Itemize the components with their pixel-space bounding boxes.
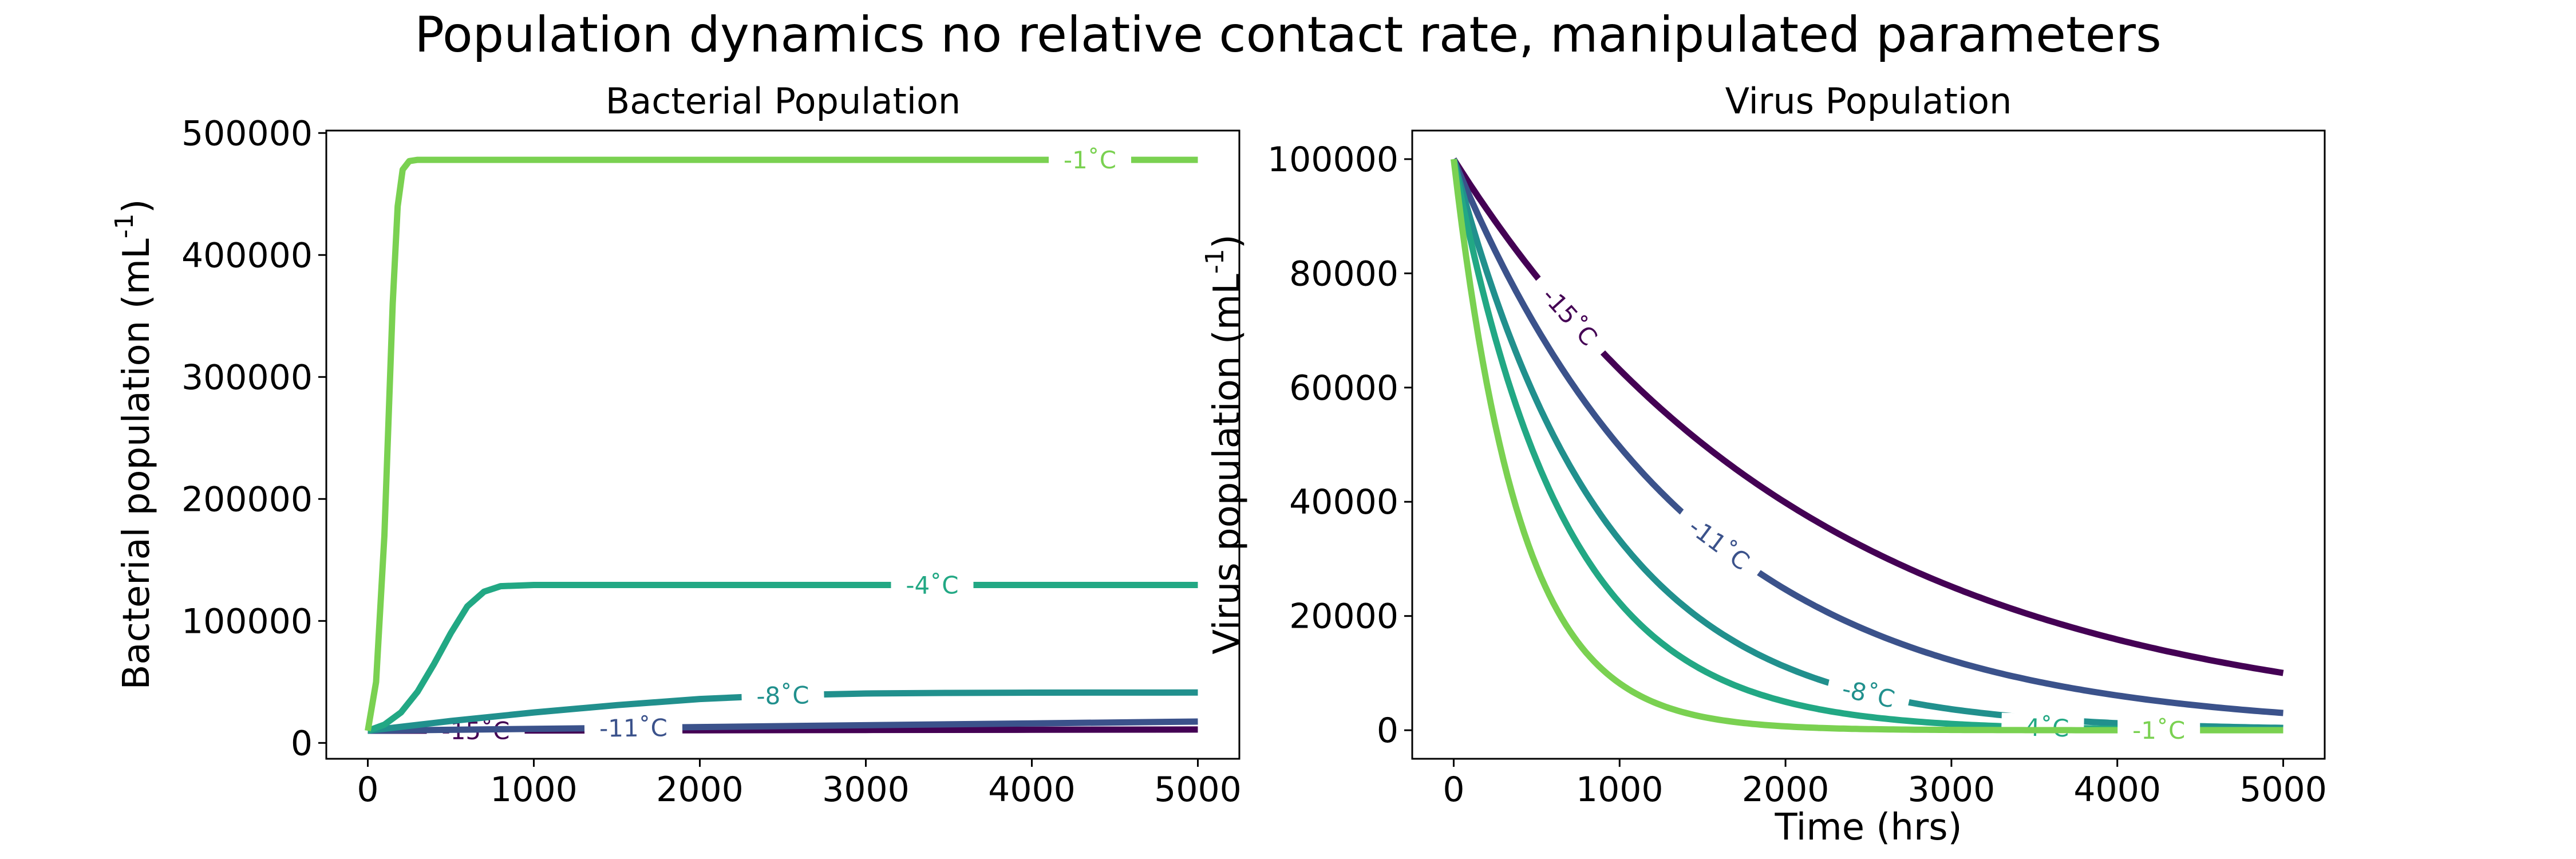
bacterial-series-label: -4˚C: [891, 571, 974, 600]
virus-series-label-gap: [2117, 716, 2200, 744]
bacterial-y-tick-label: 0: [291, 723, 313, 763]
bacterial-series-label-text: -4˚C: [906, 572, 958, 600]
virus-x-tick-label: 1000: [1576, 770, 1664, 810]
virus-y-tick-label: 40000: [1289, 482, 1398, 522]
bacterial-series-line: [368, 718, 1198, 734]
bacterial-x-tick-label: 2000: [656, 770, 744, 810]
virus-x-tick-label: 3000: [1908, 770, 1996, 810]
virus-series-label-text: -1˚C: [2132, 716, 2185, 744]
virus-series-label: -1˚C: [2117, 716, 2200, 744]
bacterial-series-line: [367, 689, 1198, 734]
bacterial-y-tick-label: 100000: [181, 601, 313, 641]
bacterial-x-tick-label: 1000: [490, 770, 578, 810]
virus-series-group: -15˚C-11˚C-8˚C-4˚C -1˚C: [1451, 157, 2284, 744]
bacterial-x-tick-label: 4000: [988, 770, 1076, 810]
bacterial-series-label: -8˚C: [741, 680, 825, 710]
bacterial-series-label: -11˚C: [584, 714, 683, 743]
virus-series-label: -11˚C: [1672, 503, 1767, 585]
virus-y-axis-label: Virus population (mL-1): [1200, 234, 1249, 654]
virus-x-tick-label: 4000: [2073, 770, 2161, 810]
virus-axis-ticks: 0 1000 2000 3000 4000 5000 0 20000 40000 60000 800…: [1267, 140, 2327, 810]
bacterial-series-label-gap: [1049, 146, 1131, 174]
bacterial-panel: Bacterial Population 0 1000 2000 3000 4000 50…: [110, 80, 1242, 810]
bacterial-series-line: [366, 582, 1198, 734]
virus-series-line: [1451, 157, 2283, 716]
bacterial-y-axis-label-main: Bacterial population (mL: [116, 238, 158, 689]
figure-title: Population dynamics no relative contact …: [414, 6, 2162, 64]
virus-series-label-gap: [1825, 671, 1912, 716]
virus-series-label-text: -11˚C: [1684, 513, 1755, 576]
bacterial-panel-title: Bacterial Population: [606, 80, 961, 122]
bacterial-y-tick-label: 500000: [181, 113, 313, 153]
virus-panel: Virus Population 0 1000 2000 3000 4000 5000 0 2…: [1200, 80, 2327, 849]
bacterial-series-label-gap: [741, 680, 825, 710]
virus-series-label-gap: [1527, 270, 1613, 362]
virus-plot-frame: [1411, 129, 2326, 760]
virus-y-axis-label-exponent: -1: [1200, 249, 1230, 274]
bacterial-series-line: [365, 156, 1198, 731]
virus-x-tick-label: 2000: [1742, 770, 1830, 810]
virus-panel-title: Virus Population: [1725, 80, 2012, 122]
bacterial-series-label-text: -8˚C: [756, 681, 809, 710]
virus-series-line: [1451, 159, 2283, 734]
virus-y-tick-label: 20000: [1289, 597, 1398, 637]
bacterial-series-label-gap: [891, 571, 974, 599]
bacterial-y-axis-label: Bacterial population (mL-1): [110, 199, 158, 690]
virus-series-line: [1451, 157, 2284, 676]
bacterial-series-label-text: -1˚C: [1064, 146, 1116, 174]
virus-y-tick-label: 80000: [1289, 254, 1398, 294]
bacterial-series-label: -1˚C: [1049, 146, 1131, 174]
bacterial-series-group: -15˚C -11˚C-8˚C-4˚C-1˚C: [365, 146, 1198, 745]
bacterial-y-axis-label-close: ): [116, 199, 158, 214]
virus-y-axis-label-close: ): [1206, 234, 1249, 249]
bacterial-y-tick-label: 200000: [181, 479, 313, 519]
virus-x-axis-label: Time (hrs): [1774, 806, 1962, 849]
bacterial-axis-ticks: 0 1000 2000 3000 4000 5000 0 100000 200000 300000…: [181, 113, 1242, 810]
virus-x-tick-label: 5000: [2239, 770, 2327, 810]
bacterial-y-tick-label: 300000: [181, 357, 313, 397]
bacterial-plot-frame: [325, 129, 1240, 760]
bacterial-y-axis-label-exponent: -1: [110, 214, 139, 239]
bacterial-y-tick-label: 400000: [181, 235, 313, 275]
bacterial-series-label-gap: [584, 714, 683, 742]
bacterial-x-tick-label: 0: [357, 770, 378, 810]
bacterial-x-tick-label: 5000: [1154, 770, 1242, 810]
virus-series-label-gap: [1672, 503, 1767, 585]
virus-series-label-text: -8˚C: [1840, 675, 1898, 714]
virus-series-label: -15˚C: [1527, 270, 1613, 362]
bacterial-x-tick-label: 3000: [822, 770, 910, 810]
virus-x-tick-label: 0: [1443, 770, 1464, 810]
virus-y-tick-label: 0: [1377, 711, 1398, 751]
bacterial-series-label-text: -11˚C: [599, 714, 667, 742]
virus-y-axis-label-main: Virus population (mL: [1206, 274, 1249, 655]
virus-y-tick-label: 100000: [1267, 140, 1398, 180]
virus-y-tick-label: 60000: [1289, 368, 1398, 408]
